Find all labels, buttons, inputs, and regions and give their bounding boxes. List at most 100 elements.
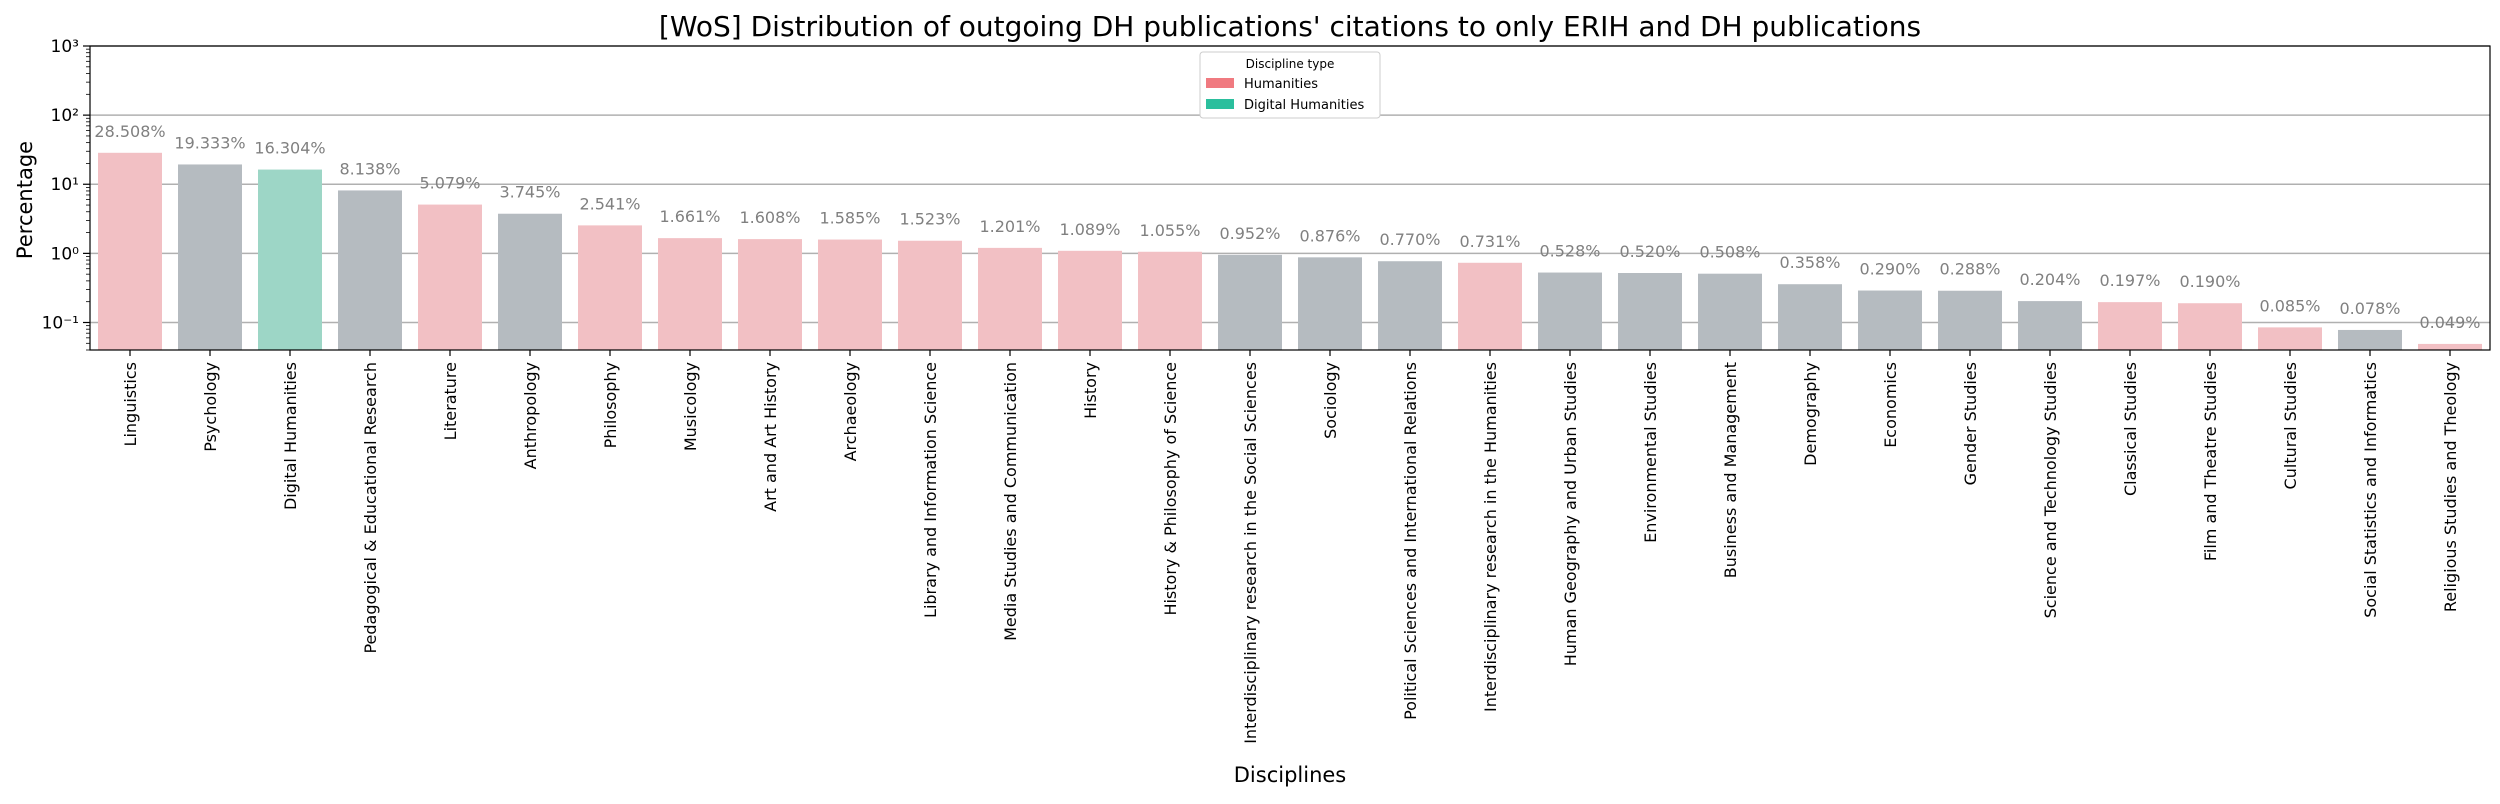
x-tick-label-interdisciplinary-research-in-the-humanities: Interdisciplinary research in the Humani… — [1481, 362, 1500, 712]
bar-library-and-information-science — [898, 240, 962, 350]
legend-swatch-digital-humanities — [1206, 99, 1234, 109]
x-tick-label-history: History — [1081, 362, 1100, 419]
value-label-science-and-technology-studies: 0.204% — [2019, 270, 2080, 289]
bar-business-and-management — [1698, 273, 1762, 350]
x-tick-label-linguistics: Linguistics — [121, 362, 140, 446]
value-labels: 28.508% 19.333% 16.304% 8.138% 5.079% 3.745% 2… — [94, 122, 2480, 332]
value-label-gender-studies: 0.288% — [1939, 260, 2000, 279]
plot-frame — [89, 45, 2491, 351]
bar-film-and-theatre-studies — [2178, 303, 2242, 350]
legend-title: Discipline type — [1246, 57, 1335, 71]
bar-human-geography-and-urban-studies — [1538, 272, 1602, 350]
value-label-musicology: 1.661% — [659, 207, 720, 226]
value-label-digital-humanities: 16.304% — [254, 139, 325, 158]
bar-psychology — [178, 164, 242, 350]
bar-demography — [1778, 284, 1842, 350]
x-tick-label-art-and-art-history: Art and Art History — [761, 362, 780, 512]
x-tick-label-psychology: Psychology — [201, 362, 220, 452]
bar-social-statistics-and-informatics — [2338, 329, 2402, 350]
value-label-environmental-studies: 0.520% — [1619, 242, 1680, 261]
value-label-human-geography-and-urban-studies: 0.528% — [1539, 242, 1600, 261]
value-label-social-statistics-and-informatics: 0.078% — [2339, 299, 2400, 318]
value-label-economics: 0.290% — [1859, 260, 1920, 279]
value-label-interdisciplinary-research-in-the-social-sciences: 0.952% — [1219, 224, 1280, 243]
value-label-anthropology: 3.745% — [499, 183, 560, 202]
x-tick-label-political-sciences-and-international-relations: Political Sciences and International Rel… — [1401, 362, 1420, 720]
bar-sociology — [1298, 257, 1362, 350]
x-axis-ticks: Linguistics Psychology Digital Humanities P… — [121, 350, 2460, 744]
x-tick-label-human-geography-and-urban-studies: Human Geography and Urban Studies — [1561, 362, 1580, 666]
value-label-sociology: 0.876% — [1299, 226, 1360, 245]
value-label-linguistics: 28.508% — [94, 122, 165, 141]
value-label-political-sciences-and-international-relations: 0.770% — [1379, 230, 1440, 249]
x-tick-label-literature: Literature — [441, 362, 460, 440]
x-tick-label-business-and-management: Business and Management — [1721, 362, 1740, 578]
value-label-pedagogical-educational-research: 8.138% — [339, 159, 400, 178]
bar-digital-humanities — [258, 169, 322, 350]
bar-literature — [418, 204, 482, 350]
x-tick-label-demography: Demography — [1801, 362, 1820, 466]
y-axis-label: Percentage — [13, 141, 37, 259]
bar-media-studies-and-communication — [978, 247, 1042, 350]
x-tick-label-social-statistics-and-informatics: Social Statistics and Informatics — [2361, 362, 2380, 618]
value-label-philosophy: 2.541% — [579, 194, 640, 213]
bar-environmental-studies — [1618, 273, 1682, 350]
bar-gender-studies — [1938, 290, 2002, 350]
x-tick-label-film-and-theatre-studies: Film and Theatre Studies — [2201, 362, 2220, 561]
value-label-literature: 5.079% — [419, 174, 480, 193]
y-tick-label: 10¹ — [51, 175, 79, 195]
bar-musicology — [658, 238, 722, 350]
y-tick-label: 10⁰ — [51, 244, 80, 264]
x-tick-label-library-and-information-science: Library and Information Science — [921, 362, 940, 618]
value-label-archaeology: 1.585% — [819, 209, 880, 228]
bar-anthropology — [498, 213, 562, 350]
bar-pedagogical-educational-research — [338, 190, 402, 350]
x-tick-label-economics: Economics — [1881, 362, 1900, 448]
x-tick-label-sociology: Sociology — [1321, 362, 1340, 439]
value-label-cultural-studies: 0.085% — [2259, 296, 2320, 315]
legend-label-humanities: Humanities — [1244, 77, 1318, 92]
x-tick-label-philosophy: Philosophy — [601, 362, 620, 448]
value-label-film-and-theatre-studies: 0.190% — [2179, 272, 2240, 291]
bar-art-and-art-history — [738, 239, 802, 350]
x-tick-label-cultural-studies: Cultural Studies — [2281, 362, 2300, 489]
x-tick-label-history-philosophy-of-science: History & Philosophy of Science — [1161, 362, 1180, 616]
value-label-classical-studies: 0.197% — [2099, 271, 2160, 290]
bar-science-and-technology-studies — [2018, 301, 2082, 350]
value-label-history: 1.089% — [1059, 220, 1120, 239]
x-tick-label-anthropology: Anthropology — [521, 362, 540, 469]
bar-religious-studies-and-theology — [2418, 343, 2482, 350]
bars — [98, 152, 2482, 350]
bar-history — [1058, 250, 1122, 350]
bar-interdisciplinary-research-in-the-humanities — [1458, 262, 1522, 350]
x-tick-label-archaeology: Archaeology — [841, 362, 860, 461]
value-label-interdisciplinary-research-in-the-humanities: 0.731% — [1459, 232, 1520, 251]
bar-cultural-studies — [2258, 327, 2322, 350]
legend-swatch-humanities — [1206, 78, 1234, 88]
legend-box — [1199, 51, 1381, 119]
value-label-history-philosophy-of-science: 1.055% — [1139, 221, 1200, 240]
y-tick-label: 10³ — [51, 37, 79, 57]
value-label-religious-studies-and-theology: 0.049% — [2419, 313, 2480, 332]
bar-linguistics — [98, 152, 162, 350]
legend: Discipline type Humanities Digital Human… — [1199, 51, 1381, 119]
x-tick-label-interdisciplinary-research-in-the-social-sciences: Interdisciplinary research in the Social… — [1241, 362, 1260, 744]
value-label-library-and-information-science: 1.523% — [899, 210, 960, 229]
value-label-psychology: 19.333% — [174, 133, 245, 152]
legend-label-digital-humanities: Digital Humanities — [1244, 98, 1364, 113]
axes — [89, 45, 2491, 351]
value-label-media-studies-and-communication: 1.201% — [979, 217, 1040, 236]
value-label-art-and-art-history: 1.608% — [739, 208, 800, 227]
x-tick-label-digital-humanities: Digital Humanities — [281, 362, 300, 510]
bar-interdisciplinary-research-in-the-social-sciences — [1218, 254, 1282, 350]
x-tick-label-classical-studies: Classical Studies — [2121, 362, 2140, 496]
chart-title: [WoS] Distribution of outgoing DH public… — [659, 10, 1921, 43]
x-tick-label-musicology: Musicology — [681, 362, 700, 451]
bar-history-philosophy-of-science — [1138, 251, 1202, 350]
bar-political-sciences-and-international-relations — [1378, 261, 1442, 350]
bar-philosophy — [578, 225, 642, 350]
x-tick-label-gender-studies: Gender Studies — [1961, 362, 1980, 485]
x-tick-label-media-studies-and-communication: Media Studies and Communication — [1001, 362, 1020, 641]
